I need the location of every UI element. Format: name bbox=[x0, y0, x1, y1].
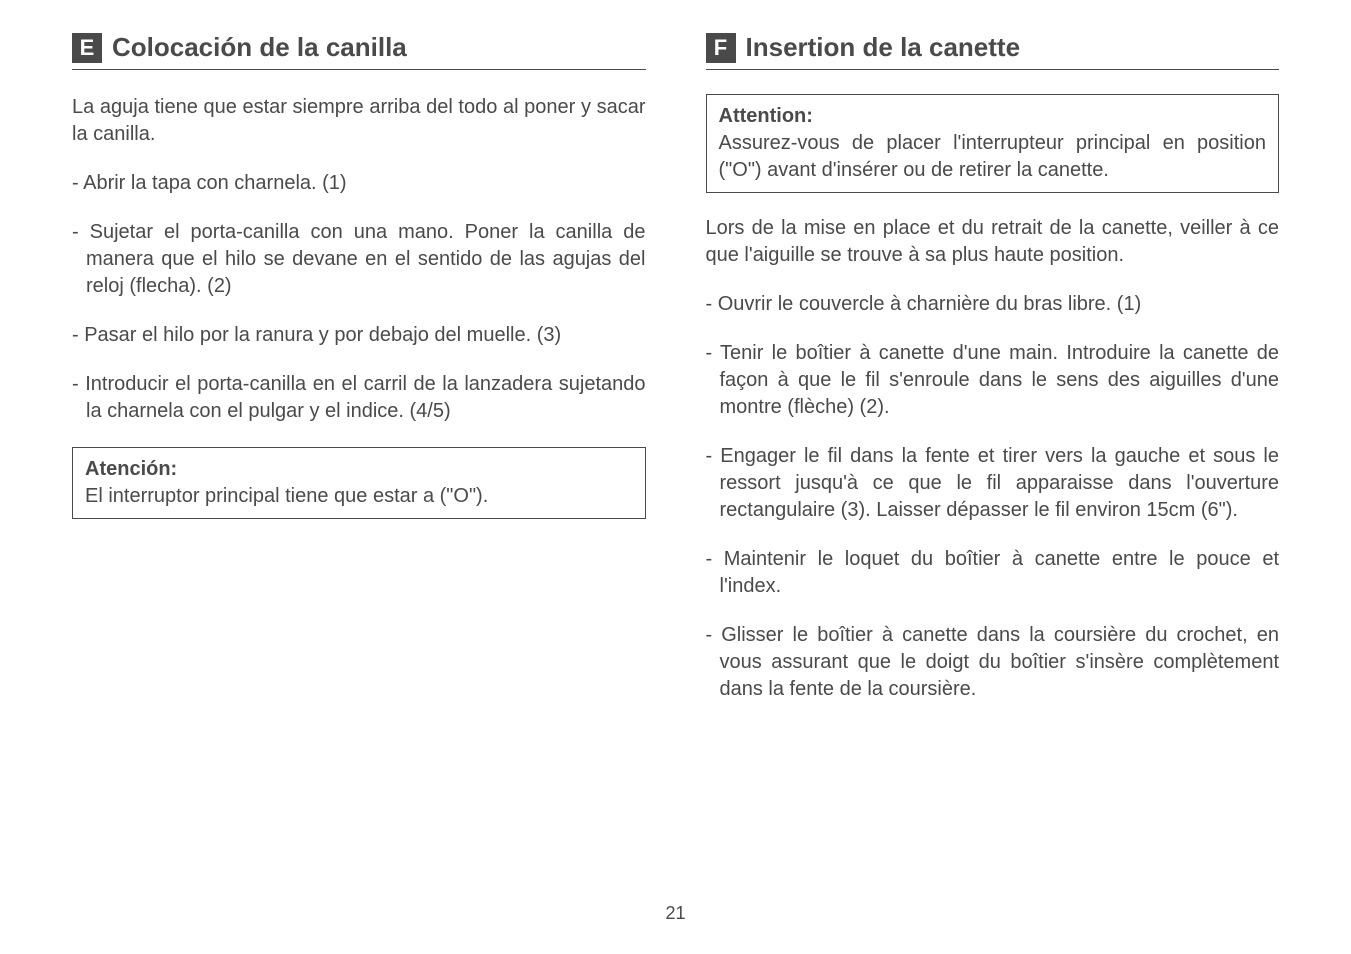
right-item-0: - Ouvrir le couvercle à charnière du bra… bbox=[706, 291, 1280, 318]
left-box-title: Atención: bbox=[85, 458, 177, 480]
right-item-4: - Glisser le boîtier à canette dans la c… bbox=[706, 622, 1280, 703]
left-item-2: - Pasar el hilo por la ranura y por deba… bbox=[72, 322, 646, 349]
left-item-0: - Abrir la tapa con charnela. (1) bbox=[72, 170, 646, 197]
right-intro: Lors de la mise en place et du retrait d… bbox=[706, 215, 1280, 269]
right-box-title: Attention: bbox=[719, 105, 813, 127]
left-column: E Colocación de la canilla La aguja tien… bbox=[72, 32, 646, 725]
left-attention-box: Atención: El interruptor principal tiene… bbox=[72, 447, 646, 519]
left-rule bbox=[72, 69, 646, 70]
right-item-1: - Tenir le boîtier à canette d'une main.… bbox=[706, 340, 1280, 421]
lang-badge-f: F bbox=[706, 33, 736, 63]
right-attention-box: Attention: Assurez-vous de placer l'inte… bbox=[706, 94, 1280, 193]
right-heading: F Insertion de la canette bbox=[706, 32, 1280, 63]
page-columns: E Colocación de la canilla La aguja tien… bbox=[72, 32, 1279, 725]
left-item-1: - Sujetar el porta-canilla con una mano.… bbox=[72, 219, 646, 300]
left-heading: E Colocación de la canilla bbox=[72, 32, 646, 63]
left-item-3: - Introducir el porta-canilla en el carr… bbox=[72, 371, 646, 425]
right-item-3: - Maintenir le loquet du boîtier à canet… bbox=[706, 546, 1280, 600]
left-title: Colocación de la canilla bbox=[112, 32, 407, 63]
right-title: Insertion de la canette bbox=[746, 32, 1021, 63]
right-column: F Insertion de la canette Attention: Ass… bbox=[706, 32, 1280, 725]
left-intro: La aguja tiene que estar siempre arriba … bbox=[72, 94, 646, 148]
right-box-body: Assurez-vous de placer l'interrupteur pr… bbox=[719, 132, 1267, 181]
page-number: 21 bbox=[665, 903, 685, 924]
right-item-2: - Engager le fil dans la fente et tirer … bbox=[706, 443, 1280, 524]
left-box-body: El interruptor principal tiene que estar… bbox=[85, 485, 488, 507]
right-rule bbox=[706, 69, 1280, 70]
lang-badge-e: E bbox=[72, 33, 102, 63]
